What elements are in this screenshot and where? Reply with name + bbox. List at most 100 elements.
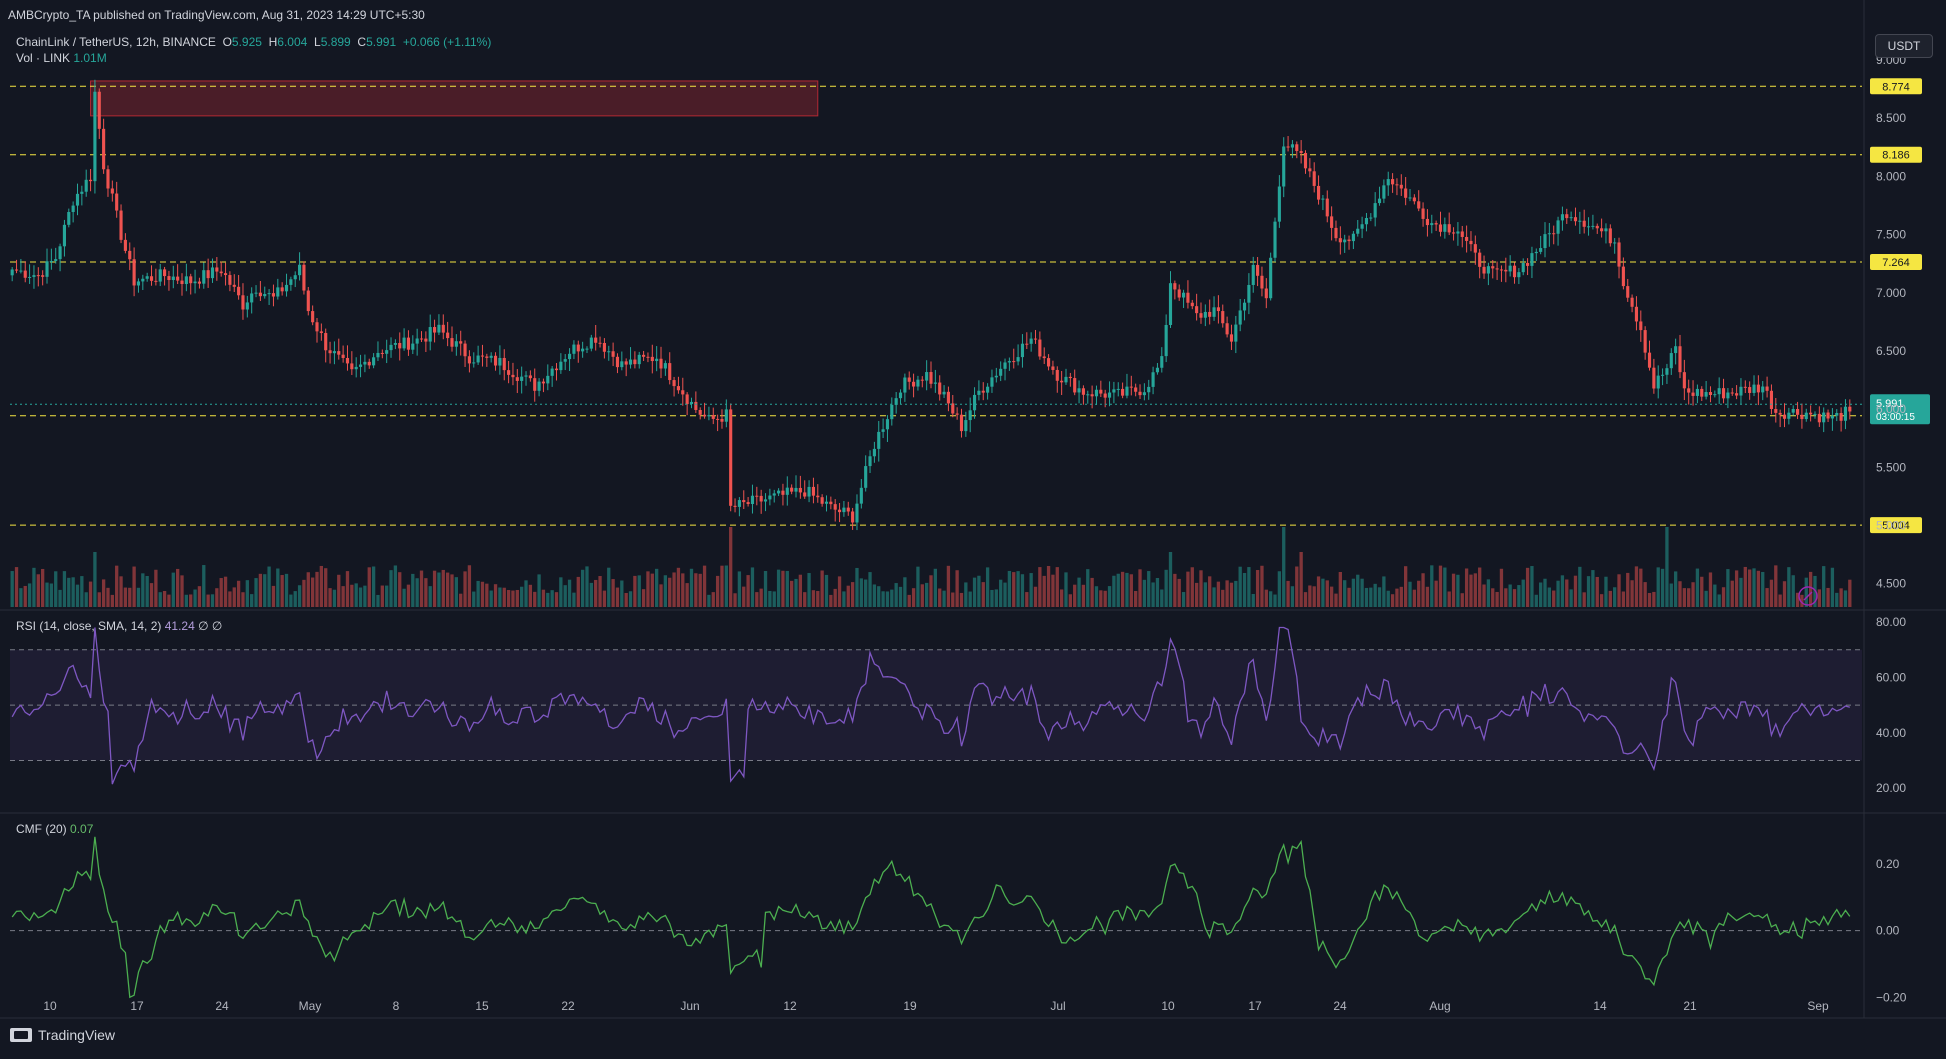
volume-bar xyxy=(1051,574,1055,607)
candle xyxy=(1556,216,1560,246)
candle xyxy=(894,392,898,414)
volume-bar xyxy=(1251,593,1255,607)
candle-body xyxy=(903,377,907,393)
candle xyxy=(868,450,872,473)
candle-body xyxy=(141,278,145,282)
candle-body xyxy=(1443,224,1447,232)
candle xyxy=(1530,246,1534,279)
volume-bar xyxy=(1203,582,1207,607)
symbol-name[interactable]: ChainLink / TetherUS, 12h, BINANCE xyxy=(16,35,216,49)
candle-body xyxy=(1264,288,1268,299)
candle xyxy=(459,330,463,356)
candle-body xyxy=(88,179,93,182)
candle-body xyxy=(576,344,580,352)
candle-body xyxy=(1286,146,1290,148)
candle-body xyxy=(598,342,602,344)
volume-bar xyxy=(685,583,689,607)
volume-bar xyxy=(1525,567,1530,607)
volume-bar xyxy=(1582,592,1586,607)
volume-bar xyxy=(1390,594,1395,607)
ohlc-high: H6.004 xyxy=(268,35,308,49)
volume-bar xyxy=(337,574,341,607)
volume-bar xyxy=(1495,591,1499,607)
candle xyxy=(1386,171,1390,196)
volume-bar xyxy=(228,591,232,607)
candle-body xyxy=(938,382,942,395)
candle xyxy=(154,268,158,286)
candle-body xyxy=(986,386,990,393)
candle xyxy=(380,349,384,359)
volume-bar xyxy=(1316,576,1321,607)
volume-name[interactable]: Vol · LINK xyxy=(16,51,71,65)
candle xyxy=(1125,373,1129,399)
candle-body xyxy=(267,293,271,295)
candle-body xyxy=(781,490,785,495)
candle-body xyxy=(110,188,114,194)
candle-body xyxy=(1486,266,1490,274)
candle-body xyxy=(1221,311,1225,324)
candle-body xyxy=(1482,266,1486,274)
candle-body xyxy=(1025,343,1029,345)
candle-body xyxy=(1652,367,1656,389)
volume-bar xyxy=(1003,582,1007,607)
tradingview-logo[interactable]: TradingView xyxy=(10,1027,115,1043)
candle-body xyxy=(1630,297,1634,307)
candle-body xyxy=(1600,228,1604,232)
candle xyxy=(1029,332,1033,352)
candle-body xyxy=(1412,197,1416,202)
candle-body xyxy=(1735,393,1739,396)
volume-bar xyxy=(424,578,428,607)
candle xyxy=(837,502,842,523)
candle xyxy=(58,243,62,272)
candle-body xyxy=(415,338,419,344)
volume-bar xyxy=(1839,588,1843,607)
candle xyxy=(1212,296,1216,321)
candle xyxy=(1565,208,1569,224)
candle-body xyxy=(145,276,149,279)
candle-body xyxy=(1068,376,1072,379)
candle xyxy=(1138,384,1142,399)
candle xyxy=(1835,409,1839,422)
cmf-name[interactable]: CMF (20) xyxy=(16,822,67,836)
candle-body xyxy=(1595,225,1599,229)
ohlc-low: L5.899 xyxy=(314,35,351,49)
candle-body xyxy=(467,356,471,364)
candle-body xyxy=(520,376,524,381)
candle-body xyxy=(615,356,620,368)
candle-body xyxy=(36,275,40,277)
volume-bar xyxy=(1282,527,1286,607)
candle-body xyxy=(711,415,715,419)
cmf-tick-label: 0.00 xyxy=(1876,924,1900,938)
candle-body xyxy=(372,357,376,366)
candle-body xyxy=(668,363,672,381)
volume-bar xyxy=(824,574,829,607)
volume-bar xyxy=(916,566,920,607)
volume-bar xyxy=(1112,575,1116,607)
candle xyxy=(372,353,376,369)
candle xyxy=(1055,366,1059,393)
candle-body xyxy=(811,486,815,496)
candle-body xyxy=(563,359,567,362)
candle-body xyxy=(750,495,755,504)
candle-body xyxy=(1560,214,1564,221)
candle-body xyxy=(1099,389,1103,394)
currency-button[interactable]: USDT xyxy=(1875,34,1933,58)
volume-value: 1.01M xyxy=(73,51,107,65)
volume-bar xyxy=(1826,587,1830,607)
candle xyxy=(607,345,611,361)
volume-bar xyxy=(1695,568,1700,607)
candle-body xyxy=(528,375,532,379)
rsi-name[interactable]: RSI (14, close, SMA, 14, 2) xyxy=(16,619,162,633)
time-tick-label: Jul xyxy=(1050,999,1065,1013)
candle xyxy=(1430,214,1434,234)
candle xyxy=(716,414,720,432)
candle-body xyxy=(698,409,702,415)
candle-body xyxy=(49,260,53,262)
candle-body xyxy=(885,419,890,430)
candle xyxy=(258,280,262,302)
candle xyxy=(1277,175,1281,228)
candle xyxy=(1512,262,1517,284)
candle xyxy=(319,323,323,341)
volume-bar xyxy=(611,579,615,607)
